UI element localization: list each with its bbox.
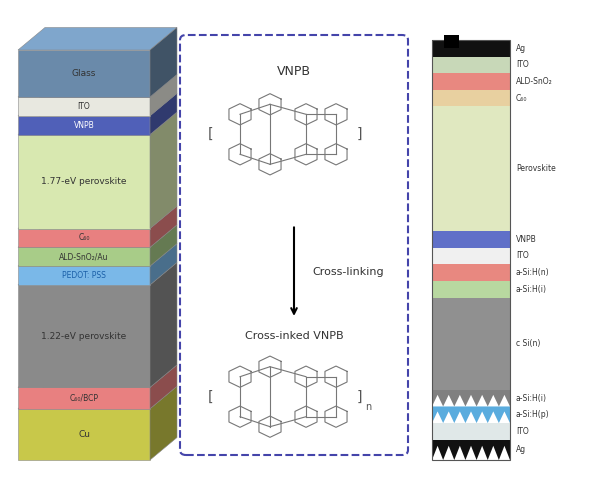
Polygon shape — [432, 264, 510, 281]
Text: VNPB: VNPB — [277, 65, 311, 78]
Polygon shape — [432, 423, 510, 440]
Polygon shape — [150, 386, 177, 460]
Text: ITO: ITO — [77, 102, 91, 111]
Polygon shape — [432, 440, 510, 460]
Text: VNPB: VNPB — [516, 235, 537, 244]
Polygon shape — [150, 74, 177, 116]
Text: a-Si:H(p): a-Si:H(p) — [516, 410, 550, 420]
Text: [: [ — [208, 390, 213, 404]
Polygon shape — [150, 112, 177, 228]
Polygon shape — [432, 90, 510, 106]
Text: n: n — [365, 402, 371, 411]
Text: Glass: Glass — [72, 69, 96, 78]
Polygon shape — [18, 248, 150, 266]
Text: VNPB: VNPB — [74, 120, 94, 130]
Polygon shape — [432, 281, 510, 297]
Polygon shape — [150, 28, 177, 97]
Polygon shape — [18, 50, 150, 97]
Text: C₆₀/BCP: C₆₀/BCP — [70, 394, 98, 402]
Polygon shape — [432, 231, 510, 248]
Bar — [444, 35, 460, 48]
Polygon shape — [18, 28, 177, 50]
Text: Ag: Ag — [516, 446, 526, 454]
Text: Cross-linking: Cross-linking — [312, 266, 383, 276]
Text: 1.77-eV perovskite: 1.77-eV perovskite — [41, 177, 127, 186]
FancyBboxPatch shape — [180, 35, 408, 455]
Text: Ag: Ag — [516, 44, 526, 53]
Text: ALD-SnO₂/Au: ALD-SnO₂/Au — [59, 252, 109, 261]
Polygon shape — [18, 266, 150, 285]
Polygon shape — [432, 73, 510, 90]
Polygon shape — [18, 409, 150, 460]
Text: a-Si:H(i): a-Si:H(i) — [516, 284, 547, 294]
Text: Cross-inked VNPB: Cross-inked VNPB — [245, 331, 343, 341]
Polygon shape — [432, 406, 510, 423]
Polygon shape — [150, 262, 177, 388]
Polygon shape — [18, 97, 150, 116]
Text: ITO: ITO — [516, 252, 529, 260]
Text: c Si(n): c Si(n) — [516, 339, 541, 348]
Text: a-Si:H(i): a-Si:H(i) — [516, 394, 547, 402]
Text: a-Si:H(n): a-Si:H(n) — [516, 268, 550, 277]
Polygon shape — [18, 285, 150, 388]
Polygon shape — [18, 206, 177, 229]
Polygon shape — [432, 390, 510, 406]
Polygon shape — [18, 225, 177, 248]
Polygon shape — [18, 134, 150, 228]
Polygon shape — [150, 206, 177, 248]
Polygon shape — [432, 248, 510, 264]
Polygon shape — [432, 40, 510, 56]
Text: ITO: ITO — [516, 60, 529, 70]
Polygon shape — [432, 298, 510, 390]
Polygon shape — [150, 225, 177, 266]
Text: PEDOT: PSS: PEDOT: PSS — [62, 271, 106, 280]
Text: C₆₀: C₆₀ — [78, 234, 90, 242]
Polygon shape — [18, 262, 177, 285]
Polygon shape — [432, 106, 510, 231]
Text: ]: ] — [357, 128, 362, 141]
Polygon shape — [432, 56, 510, 73]
Text: ]: ] — [357, 390, 362, 404]
Polygon shape — [150, 244, 177, 285]
Polygon shape — [18, 388, 150, 409]
Text: C₆₀: C₆₀ — [516, 94, 527, 102]
Polygon shape — [18, 365, 177, 388]
Polygon shape — [18, 244, 177, 266]
Text: 1.22-eV perovskite: 1.22-eV perovskite — [41, 332, 127, 340]
Polygon shape — [18, 116, 150, 134]
Polygon shape — [150, 94, 177, 134]
Text: Perovskite: Perovskite — [516, 164, 556, 173]
Polygon shape — [18, 74, 177, 97]
Polygon shape — [18, 228, 150, 248]
Polygon shape — [18, 112, 177, 134]
Text: [: [ — [208, 128, 213, 141]
Text: ITO: ITO — [516, 427, 529, 436]
Polygon shape — [150, 365, 177, 409]
Text: ALD-SnO₂: ALD-SnO₂ — [516, 77, 553, 86]
Polygon shape — [18, 94, 177, 116]
Polygon shape — [18, 386, 177, 409]
Text: Cu: Cu — [78, 430, 90, 439]
